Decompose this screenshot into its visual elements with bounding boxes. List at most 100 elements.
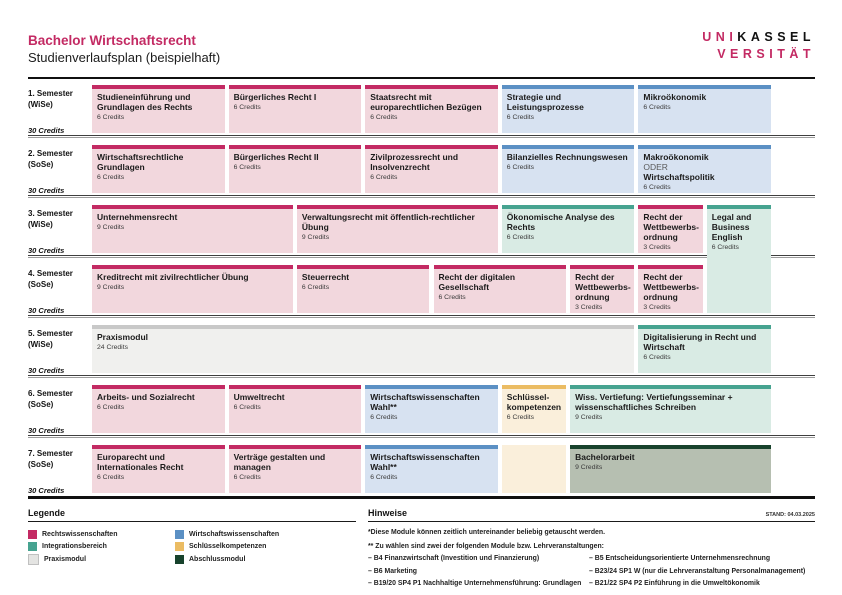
module-card: Steuerrecht 6 Credits bbox=[296, 265, 430, 313]
module-credits: 6 Credits bbox=[97, 173, 125, 181]
module-card: Bilanzielles Rechnungswesen 6 Credits bbox=[501, 145, 635, 193]
semester-credits-4: 30 Credits bbox=[28, 306, 65, 315]
module-color-bar bbox=[501, 445, 567, 449]
header-divider bbox=[28, 77, 815, 79]
module-credits: 6 Credits bbox=[506, 163, 534, 171]
module-title: Strategie und Leistungsprozesse bbox=[506, 92, 584, 113]
module-color-bar bbox=[433, 265, 567, 269]
module-color-bar bbox=[501, 85, 635, 89]
logo-kassel: KASSEL bbox=[737, 30, 815, 44]
module-card: Recht der Wettbewerbs- ordnung 3 Credits bbox=[638, 265, 703, 313]
module-credits: 9 Credits bbox=[575, 463, 603, 471]
note-bullet: – B19/20 SP4 P1 Nachhaltige Unternehmens… bbox=[368, 580, 582, 587]
module-card: Digitalisierung in Recht und Wirtschaft 6… bbox=[638, 325, 771, 373]
module-card: Studieneinführung und Grundlagen des Rec… bbox=[92, 85, 225, 133]
module-card: Makroökonomik ODER Wirtschaftspolitik 6 Cre… bbox=[638, 145, 771, 193]
module-title: Bürgerliches Recht II bbox=[233, 152, 319, 162]
module-color-bar bbox=[570, 265, 635, 269]
notes-divider bbox=[368, 521, 815, 522]
module-color-bar bbox=[638, 265, 703, 269]
legend-item: Integrationsbereich bbox=[28, 541, 175, 554]
module-color-bar bbox=[92, 205, 293, 209]
legend-swatch-rechtswissenschaften bbox=[28, 529, 37, 539]
row-divider bbox=[28, 135, 815, 138]
module-color-bar bbox=[296, 205, 498, 209]
module-title: Kreditrecht mit zivilrechtlicher Übung bbox=[97, 272, 249, 282]
module-title: Steuerrecht bbox=[301, 272, 350, 282]
module-title: Legal and Business English bbox=[711, 212, 752, 243]
module-credits: 6 Credits bbox=[643, 183, 671, 191]
legend: Legende Rechtswissenschaften Integration… bbox=[28, 508, 356, 566]
module-color-bar bbox=[501, 385, 567, 389]
module-card: Arbeits- und Sozialrecht 6 Credits bbox=[92, 385, 225, 433]
module-color-bar bbox=[92, 85, 225, 89]
module-card: Zivilprozessrecht und Insolvenzrecht 6 Cr… bbox=[365, 145, 498, 193]
module-color-bar bbox=[365, 145, 498, 149]
module-color-bar bbox=[501, 205, 635, 209]
module-title: Studieneinführung und Grundlagen des Rec… bbox=[97, 92, 193, 113]
module-card-empty bbox=[501, 445, 567, 493]
module-title: Verwaltungsrecht mit öffentlich-rechtlic… bbox=[301, 212, 475, 233]
legend-label: Wirtschaftswissenschaften bbox=[189, 530, 280, 538]
module-title: Arbeits- und Sozialrecht bbox=[97, 392, 195, 402]
legend-item: Abschlussmodul bbox=[175, 553, 356, 566]
module-color-bar bbox=[228, 145, 362, 149]
module-card: Praxismodul 24 Credits bbox=[92, 325, 635, 373]
note-line-1: *Diese Module können zeitlich untereinan… bbox=[368, 529, 606, 536]
module-card: Wirtschaftswissenschaften Wahl** 6 Credit… bbox=[365, 385, 498, 433]
module-card: Verwaltungsrecht mit öffentlich-rechtlic… bbox=[296, 205, 498, 253]
module-card: Recht der digitalen Gesellschaft 6 Credit… bbox=[433, 265, 567, 313]
module-card: Mikroökonomik 6 Credits bbox=[638, 85, 771, 133]
stand-date: STAND: 04.03.2025 bbox=[765, 512, 815, 518]
module-card: Kreditrecht mit zivilrechtlicher Übung 9 … bbox=[92, 265, 293, 313]
module-title: Unternehmensrecht bbox=[97, 212, 178, 222]
module-credits: 3 Credits bbox=[575, 303, 603, 311]
legend-divider bbox=[28, 521, 356, 522]
semester-label-6: 6. Semester (SoSe) bbox=[28, 389, 73, 409]
note-bullet: – B21/22 SP4 P2 Einführung in die Umwelt… bbox=[589, 580, 760, 587]
module-card: Legal and Business English 6 Credits bbox=[706, 205, 771, 313]
module-credits: 9 Credits bbox=[301, 233, 330, 241]
module-title: Wirtschaftswissenschaften Wahl** bbox=[370, 452, 480, 473]
legend-item: Praxismodul bbox=[28, 553, 175, 566]
legend-swatch-abschlussmodul bbox=[175, 554, 184, 564]
module-title: Umweltrecht bbox=[233, 392, 285, 402]
module-title: Makroökonomik ODER Wirtschaftspolitik bbox=[643, 152, 715, 183]
logo-versitat: VERSITÄT bbox=[717, 46, 815, 61]
logo-uni: UNI bbox=[702, 30, 738, 44]
notes-section: Hinweise STAND: 04.03.2025 *Diese Module… bbox=[368, 508, 815, 593]
module-title: Wirtschaftsrechtliche Grundlagen bbox=[97, 152, 184, 173]
semester-label-7: 7. Semester (SoSe) bbox=[28, 449, 73, 469]
module-credits: 6 Credits bbox=[506, 113, 534, 121]
note-line-2: ** Zu wählen sind zwei der folgenden Mod… bbox=[368, 543, 604, 550]
row-divider bbox=[28, 435, 815, 438]
module-color-bar bbox=[501, 145, 635, 149]
module-card: Bachelorarbeit 9 Credits bbox=[570, 445, 771, 493]
module-color-bar bbox=[228, 445, 362, 449]
semester-credits-3: 30 Credits bbox=[28, 246, 65, 255]
module-color-bar bbox=[228, 385, 362, 389]
semester-credits-1: 30 Credits bbox=[28, 126, 65, 135]
legend-label: Praxismodul bbox=[44, 555, 87, 563]
module-title: Staatsrecht mit europarechtlichen Bezüge… bbox=[370, 92, 482, 113]
module-color-bar bbox=[92, 325, 635, 329]
module-color-bar bbox=[638, 325, 771, 329]
module-title: Bilanzielles Rechnungswesen bbox=[506, 152, 628, 162]
module-credits: 6 Credits bbox=[643, 103, 671, 111]
semester-credits-7: 30 Credits bbox=[28, 486, 65, 495]
module-card: Umweltrecht 6 Credits bbox=[228, 385, 362, 433]
module-title: Recht der digitalen Gesellschaft bbox=[438, 272, 516, 293]
module-color-bar bbox=[228, 85, 362, 89]
note-bullet: – B4 Finanzwirtschaft (Investition und F… bbox=[368, 555, 540, 562]
note-bullet: – B23/24 SP1 W (nur die Lehrveranstaltun… bbox=[589, 567, 806, 575]
semester-credits-6: 30 Credits bbox=[28, 426, 65, 435]
module-color-bar bbox=[296, 265, 430, 269]
semester-credits-5: 30 Credits bbox=[28, 366, 65, 375]
semester-label-1: 1. Semester (WiSe) bbox=[28, 89, 73, 109]
module-color-bar bbox=[638, 145, 771, 149]
module-credits: 6 Credits bbox=[97, 403, 125, 411]
module-credits: 6 Credits bbox=[370, 413, 398, 421]
module-credits: 6 Credits bbox=[370, 113, 398, 121]
module-credits: 24 Credits bbox=[97, 343, 128, 351]
